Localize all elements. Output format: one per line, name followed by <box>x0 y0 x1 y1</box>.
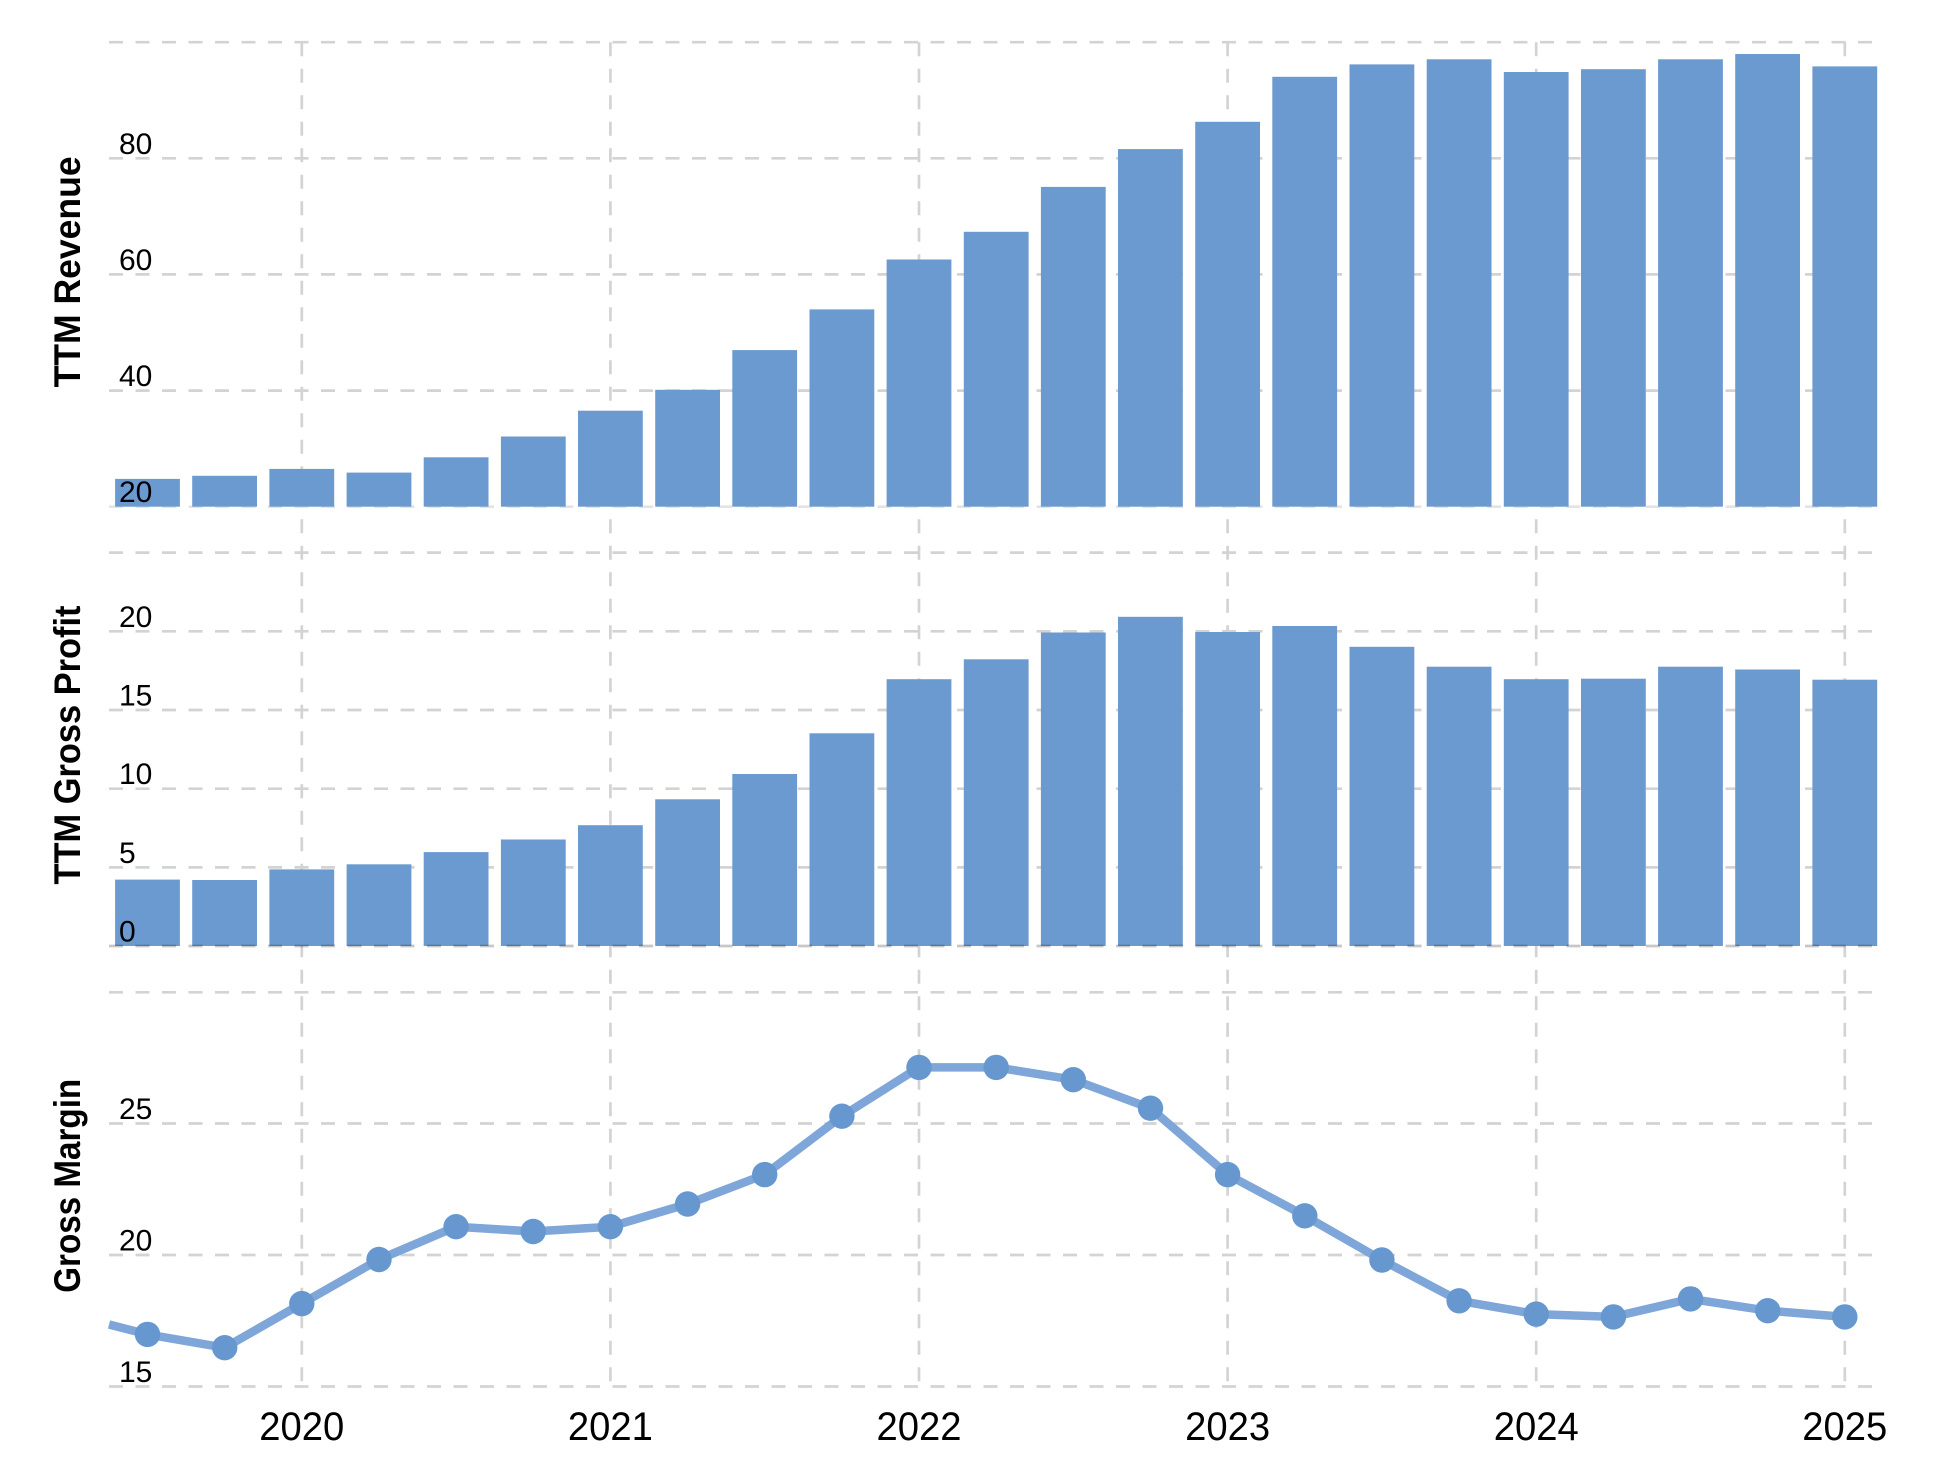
svg-text:TTM Gross Profit: TTM Gross Profit <box>47 606 88 885</box>
svg-text:5: 5 <box>119 837 136 870</box>
svg-text:20: 20 <box>119 476 152 509</box>
svg-text:TTM Revenue: TTM Revenue <box>47 156 88 387</box>
svg-text:80: 80 <box>119 128 152 161</box>
svg-text:2023: 2023 <box>1185 1405 1270 1449</box>
svg-text:2021: 2021 <box>568 1405 653 1449</box>
svg-text:15: 15 <box>119 680 152 713</box>
svg-text:Gross Margin: Gross Margin <box>47 1079 88 1293</box>
svg-text:15: 15 <box>119 1356 152 1389</box>
svg-text:25: 25 <box>119 1093 152 1126</box>
svg-text:2020: 2020 <box>259 1405 344 1449</box>
svg-text:20: 20 <box>119 601 152 634</box>
svg-text:2022: 2022 <box>877 1405 962 1449</box>
svg-text:2025: 2025 <box>1802 1405 1887 1449</box>
svg-text:20: 20 <box>119 1225 152 1258</box>
svg-text:60: 60 <box>119 244 152 277</box>
svg-text:0: 0 <box>119 916 136 949</box>
svg-text:2024: 2024 <box>1494 1405 1579 1449</box>
svg-text:40: 40 <box>119 360 152 393</box>
svg-text:10: 10 <box>119 758 152 791</box>
